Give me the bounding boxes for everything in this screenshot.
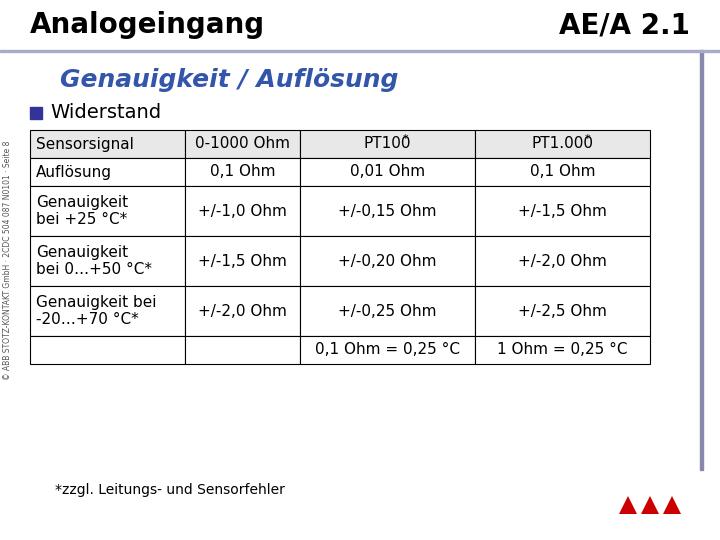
Text: Auflösung: Auflösung — [36, 165, 112, 179]
Bar — [30, 236, 185, 286]
Text: Analogeingang: Analogeingang — [30, 11, 265, 39]
Text: Widerstand: Widerstand — [50, 103, 161, 122]
Bar — [475, 286, 650, 336]
Bar — [0, 0, 720, 50]
Bar — [30, 186, 185, 236]
Bar — [185, 130, 300, 158]
Bar — [30, 158, 185, 186]
Polygon shape — [619, 496, 637, 514]
Text: *: * — [402, 134, 408, 144]
Bar — [185, 236, 300, 286]
Text: +/-1,5 Ohm: +/-1,5 Ohm — [518, 204, 607, 219]
Polygon shape — [663, 496, 681, 514]
Polygon shape — [641, 496, 659, 514]
Bar — [0, 50, 720, 52]
Bar — [185, 158, 300, 186]
Text: +/-0,20 Ohm: +/-0,20 Ohm — [338, 253, 437, 268]
Text: +/-0,15 Ohm: +/-0,15 Ohm — [338, 204, 437, 219]
Text: Genauigkeit bei: Genauigkeit bei — [36, 295, 156, 310]
Text: 0,1 Ohm: 0,1 Ohm — [210, 165, 275, 179]
Text: +/-1,0 Ohm: +/-1,0 Ohm — [198, 204, 287, 219]
Text: 0-1000 Ohm: 0-1000 Ohm — [195, 137, 290, 152]
Text: +/-2,0 Ohm: +/-2,0 Ohm — [518, 253, 607, 268]
Text: 1 Ohm = 0,25 °C: 1 Ohm = 0,25 °C — [498, 342, 628, 357]
Text: 0,01 Ohm: 0,01 Ohm — [350, 165, 425, 179]
Bar — [185, 286, 300, 336]
Bar — [475, 236, 650, 286]
Text: © ABB STOTZ-KONTAKT GmbH · 2CDC 504 087 N0101 · Seite 8: © ABB STOTZ-KONTAKT GmbH · 2CDC 504 087 … — [4, 140, 12, 380]
Text: *zzgl. Leitungs- und Sensorfehler: *zzgl. Leitungs- und Sensorfehler — [55, 483, 285, 497]
Text: Sensorsignal: Sensorsignal — [36, 137, 134, 152]
Bar — [475, 130, 650, 158]
Bar — [700, 50, 703, 470]
Text: PT100: PT100 — [364, 137, 411, 152]
Bar — [30, 130, 185, 158]
Text: +/-0,25 Ohm: +/-0,25 Ohm — [338, 303, 437, 319]
Text: -20…+70 °C*: -20…+70 °C* — [36, 312, 139, 327]
Text: AE/A 2.1: AE/A 2.1 — [559, 11, 690, 39]
Bar — [185, 186, 300, 236]
Bar — [475, 158, 650, 186]
Text: +/-1,5 Ohm: +/-1,5 Ohm — [198, 253, 287, 268]
Text: PT1.000: PT1.000 — [531, 137, 593, 152]
Bar — [300, 158, 475, 186]
Bar — [300, 130, 475, 158]
Text: Genauigkeit: Genauigkeit — [36, 246, 128, 260]
Bar — [300, 286, 475, 336]
Bar — [300, 186, 475, 236]
Bar — [475, 336, 650, 364]
Text: Genauigkeit: Genauigkeit — [36, 195, 128, 211]
Text: +/-2,5 Ohm: +/-2,5 Ohm — [518, 303, 607, 319]
Text: Genauigkeit / Auflösung: Genauigkeit / Auflösung — [60, 68, 398, 92]
Text: 0,1 Ohm: 0,1 Ohm — [530, 165, 595, 179]
Text: +/-2,0 Ohm: +/-2,0 Ohm — [198, 303, 287, 319]
Text: 0,1 Ohm = 0,25 °C: 0,1 Ohm = 0,25 °C — [315, 342, 460, 357]
Bar — [30, 107, 42, 119]
Bar — [30, 286, 185, 336]
Text: bei +25 °C*: bei +25 °C* — [36, 212, 127, 226]
Text: *: * — [584, 134, 590, 144]
Text: bei 0…+50 °C*: bei 0…+50 °C* — [36, 261, 152, 276]
Bar — [185, 336, 300, 364]
Bar — [300, 236, 475, 286]
Bar — [475, 186, 650, 236]
Bar — [30, 336, 185, 364]
Bar — [300, 336, 475, 364]
